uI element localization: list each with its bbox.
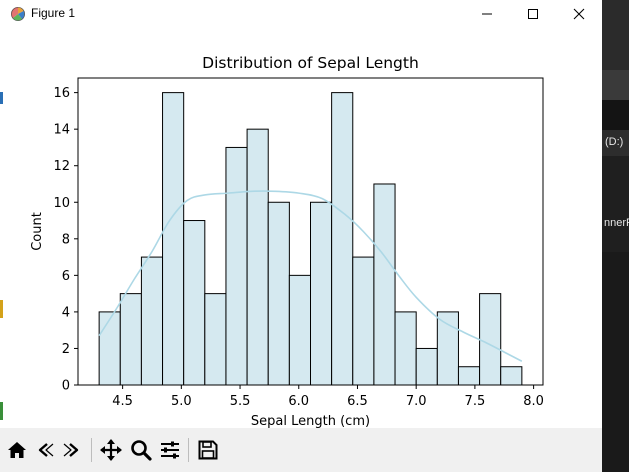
x-axis-ticks: 4.5 5.0 5.5 6.0 6.5 7.0 7.5 8.0 [112,385,544,409]
figure-canvas[interactable]: 4.5 5.0 5.5 6.0 6.5 7.0 7.5 8.0 0 2 4 6 8 10 12 14 16 D… [0,28,602,429]
back-arrow-icon [38,443,54,457]
y-tick-label: 4 [62,305,70,320]
home-icon [8,442,26,458]
zoom-magnifier-icon [131,440,152,461]
x-tick-label: 5.5 [230,394,251,409]
histogram-bar [246,128,269,386]
x-tick-label: 7.5 [465,394,486,409]
matplotlib-figure-icon [11,7,25,21]
x-tick-label: 6.0 [288,394,309,409]
maximize-icon [528,9,538,19]
configure-subplots-button[interactable] [157,436,183,464]
histogram-bar [436,311,459,386]
background-panel [602,156,629,252]
drive-label: (D:) [605,136,624,148]
histogram-bar [457,366,481,386]
kde-curve [98,190,523,362]
forward-button[interactable] [59,436,85,464]
background-panel [602,100,629,130]
forward-arrow-icon [63,443,79,457]
histogram-bar [140,256,164,386]
background-panel [602,0,629,70]
histogram-bar [500,366,523,386]
x-tick-label: 6.5 [347,394,368,409]
y-tick-label: 12 [53,159,70,174]
home-button[interactable] [4,436,30,464]
y-tick-label: 2 [62,342,70,357]
toolbar-separator [91,438,92,462]
y-axis-ticks: 0 2 4 6 8 10 12 14 16 [53,86,78,394]
y-axis-label: Count [30,212,45,251]
x-tick-label: 7.0 [406,394,427,409]
x-tick-label: 5.0 [171,394,192,409]
histogram-bar [310,201,333,386]
y-tick-label: 16 [53,86,70,101]
histogram-bar [225,146,248,386]
histogram-bar [331,92,354,386]
chart-title: Distribution of Sepal Length [202,54,419,72]
pan-button[interactable] [98,436,124,464]
close-icon [573,8,585,20]
background-label: nnerF [604,217,629,229]
y-tick-label: 14 [53,123,70,138]
histogram-bar [288,274,312,386]
save-button[interactable] [195,436,221,464]
x-tick-label: 4.5 [112,394,133,409]
toolbar-separator [188,438,189,462]
x-axis-label: Sepal Length (cm) [251,414,370,428]
y-tick-label: 10 [53,196,70,211]
minimize-button[interactable] [464,0,510,28]
axes-frame [77,77,544,386]
y-tick-label: 0 [62,379,70,394]
background-edge [0,300,3,318]
histogram-bars [98,92,523,386]
pan-move-icon [100,439,122,461]
background-edge [0,402,3,420]
histogram-bar [415,347,438,386]
x-tick-label: 8.0 [523,394,544,409]
histogram-bar [352,256,375,386]
background-panel [602,70,629,100]
save-floppy-icon [198,440,218,460]
minimize-icon [482,13,492,15]
back-button[interactable] [32,436,58,464]
background-window: (D:) nnerF [602,0,629,472]
figure-window: Figure 1 4.5 5.0 5.5 6.0 6.5 7.0 7.5 8.0 0 2 4 6 8 1… [0,0,602,472]
histogram-bar [267,201,290,386]
histogram-bar [479,293,502,386]
configure-subplots-icon [161,441,179,459]
histogram-bar [119,293,142,386]
background-panel [602,130,629,156]
histogram-chart: 4.5 5.0 5.5 6.0 6.5 7.0 7.5 8.0 0 2 4 6 8 10 12 14 16 D… [30,54,544,429]
histogram-bar [183,220,206,386]
histogram-bar [98,311,121,386]
maximize-button[interactable] [510,0,556,28]
histogram-bar [394,311,417,386]
window-title: Figure 1 [31,6,76,20]
close-button[interactable] [556,0,602,28]
title-bar[interactable]: Figure 1 [0,0,602,28]
y-tick-label: 6 [62,269,70,284]
background-edge [0,92,3,104]
histogram-bar [162,92,185,386]
background-panel [602,252,629,472]
histogram-bar [373,183,396,386]
zoom-button[interactable] [128,436,154,464]
histogram-bar [204,293,227,386]
y-tick-label: 8 [62,232,70,247]
navigation-toolbar [0,428,602,472]
